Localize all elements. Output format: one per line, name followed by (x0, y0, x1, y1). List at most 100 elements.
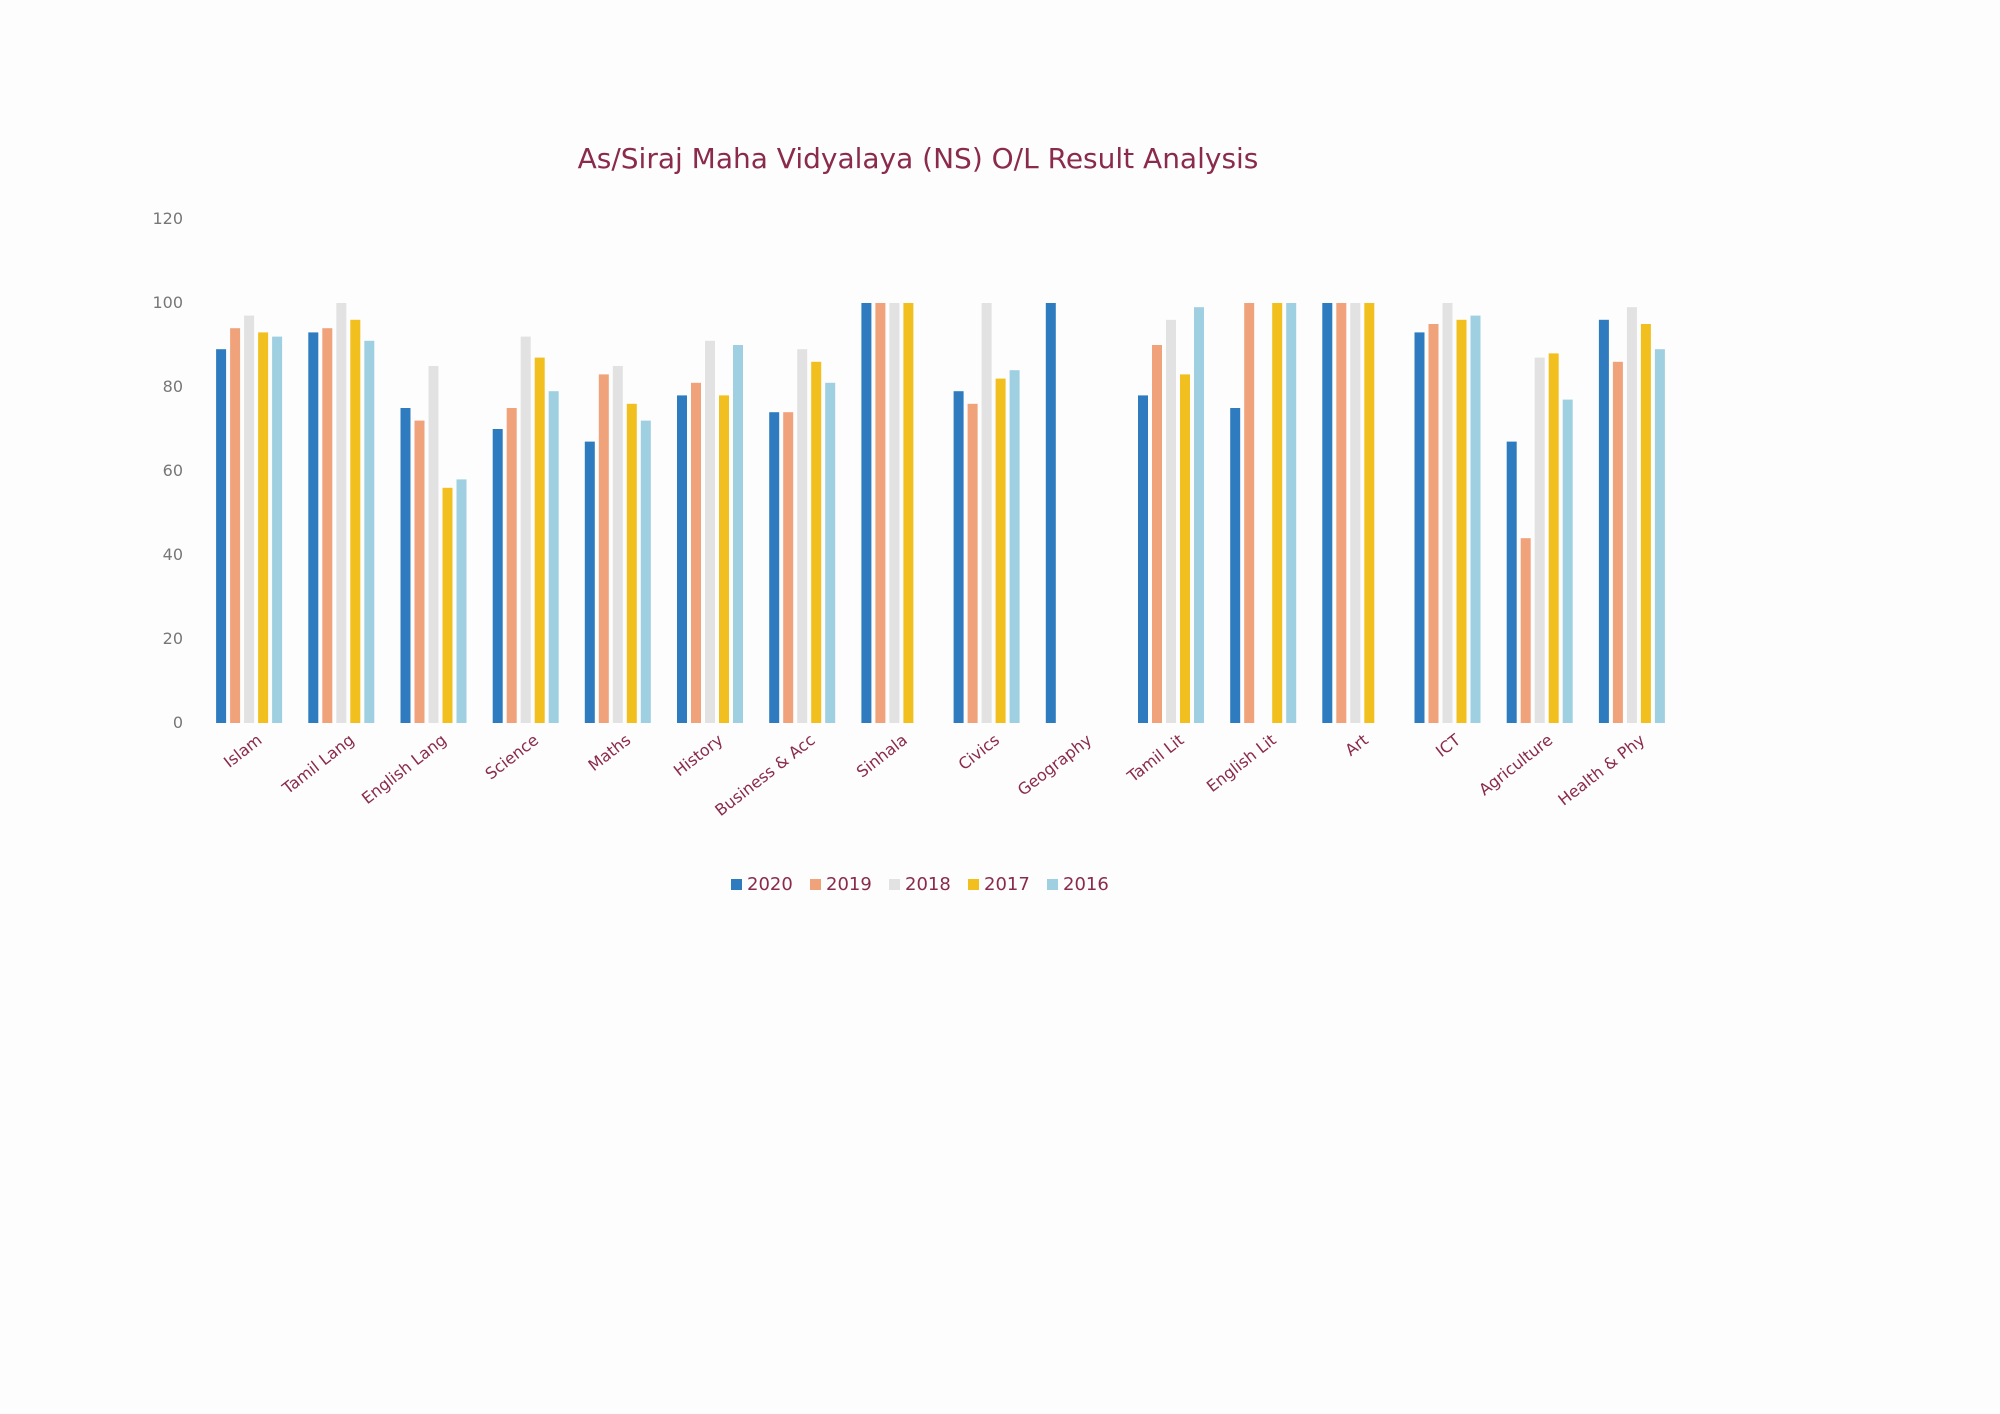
category-label: ICT (1432, 730, 1464, 761)
bar-2019 (1428, 324, 1439, 723)
bar-2016 (733, 345, 743, 723)
legend-label: 2019 (826, 874, 872, 895)
bar-2017 (534, 357, 545, 723)
bar-2017 (811, 361, 822, 723)
bar-2018 (612, 366, 623, 723)
bar-2020 (861, 303, 872, 723)
y-tick-label: 120 (152, 209, 183, 228)
bar-2018 (244, 315, 255, 723)
bar-2018 (889, 303, 900, 723)
bar-2017 (1640, 324, 1651, 723)
bar-2020 (1506, 441, 1517, 723)
bar-2018 (428, 366, 439, 723)
bar-2018 (1534, 357, 1545, 723)
legend-swatch (731, 879, 742, 890)
bar-2020 (216, 349, 227, 723)
category-label: Health & Phy (1554, 730, 1648, 809)
bar-2016 (548, 391, 559, 723)
y-tick-label: 0 (173, 713, 183, 732)
category-label: Art (1341, 730, 1371, 760)
bar-2018 (1350, 303, 1361, 723)
bar-2017 (1180, 374, 1190, 723)
bar-2020 (1414, 332, 1425, 723)
bar-2020 (308, 332, 319, 723)
bar-2017 (903, 303, 914, 723)
legend-label: 2017 (984, 874, 1030, 895)
bar-2020 (1045, 303, 1056, 723)
bar-2016 (1194, 307, 1204, 723)
bar-2016 (825, 382, 836, 723)
bar-2018 (1626, 307, 1637, 723)
y-tick-label: 80 (163, 377, 183, 396)
y-axis-ticks: 0 20 40 60 80 100 120 (152, 209, 183, 732)
legend-swatch (889, 879, 900, 890)
y-tick-label: 40 (163, 545, 183, 564)
bar-2019 (414, 420, 425, 723)
bar-2020 (677, 395, 687, 723)
bar-2018 (1166, 319, 1176, 723)
chart-title: As/Siraj Maha Vidyalaya (NS) O/L Result … (578, 142, 1259, 175)
category-label: Tamil Lit (1123, 730, 1188, 786)
bar-2018 (1442, 303, 1453, 723)
y-tick-label: 100 (152, 293, 183, 312)
bar-2017 (350, 319, 361, 723)
bar-2017 (719, 395, 729, 723)
bar-2020 (584, 441, 595, 723)
category-label: English Lit (1203, 730, 1280, 796)
category-label: History (670, 730, 727, 780)
legend-swatch (1047, 879, 1058, 890)
bar-2019 (1336, 303, 1347, 723)
category-label: Science (482, 730, 543, 783)
bar-2016 (1286, 303, 1297, 723)
legend: 2020 2019 2018 2017 2016 (731, 874, 1109, 895)
category-label: Agriculture (1475, 730, 1556, 799)
bar-2017 (1456, 319, 1467, 723)
category-label: Sinhala (853, 730, 911, 781)
bar-2017 (1272, 303, 1283, 723)
legend-label: 2020 (747, 874, 793, 895)
bar-2016 (1562, 399, 1573, 723)
bar-2019 (322, 328, 333, 723)
category-label: Tamil Lang (278, 730, 358, 798)
bar-2019 (230, 328, 241, 723)
bar-2016 (456, 479, 467, 723)
bars (216, 303, 1665, 723)
bar-2020 (1598, 319, 1609, 723)
bar-2018 (981, 303, 992, 723)
bar-2017 (258, 332, 269, 723)
bar-2016 (364, 340, 375, 723)
category-label: Maths (585, 730, 635, 775)
bar-2020 (400, 408, 411, 723)
bar-2020 (1230, 408, 1241, 723)
bar-2019 (506, 408, 517, 723)
legend-label: 2018 (905, 874, 951, 895)
bar-2019 (783, 412, 794, 723)
bar-2019 (1244, 303, 1255, 723)
bar-2019 (967, 403, 978, 723)
category-label: Geography (1014, 730, 1095, 799)
bar-2019 (691, 382, 701, 723)
bar-2016 (1470, 315, 1481, 723)
bar-2017 (995, 378, 1006, 723)
legend-swatch (810, 879, 821, 890)
bar-2019 (598, 374, 609, 723)
bar-2019 (875, 303, 886, 723)
bar-2017 (1548, 353, 1559, 723)
bar-2016 (272, 336, 283, 723)
bar-2020 (769, 412, 780, 723)
legend-label: 2016 (1063, 874, 1109, 895)
category-label: Civics (955, 730, 1003, 774)
y-tick-label: 60 (163, 461, 183, 480)
legend-swatch (968, 879, 979, 890)
x-axis-labels: Islam Tamil Lang English Lang Science Maths H… (220, 730, 1648, 820)
bar-2020 (1322, 303, 1333, 723)
bar-2020 (1138, 395, 1148, 723)
bar-2020 (492, 429, 503, 723)
y-tick-label: 20 (163, 629, 183, 648)
bar-2016 (1009, 370, 1020, 723)
category-label: Islam (220, 730, 265, 771)
bar-2018 (520, 336, 531, 723)
bar-2018 (797, 349, 808, 723)
bar-2019 (1612, 361, 1623, 723)
bar-2016 (640, 420, 651, 723)
